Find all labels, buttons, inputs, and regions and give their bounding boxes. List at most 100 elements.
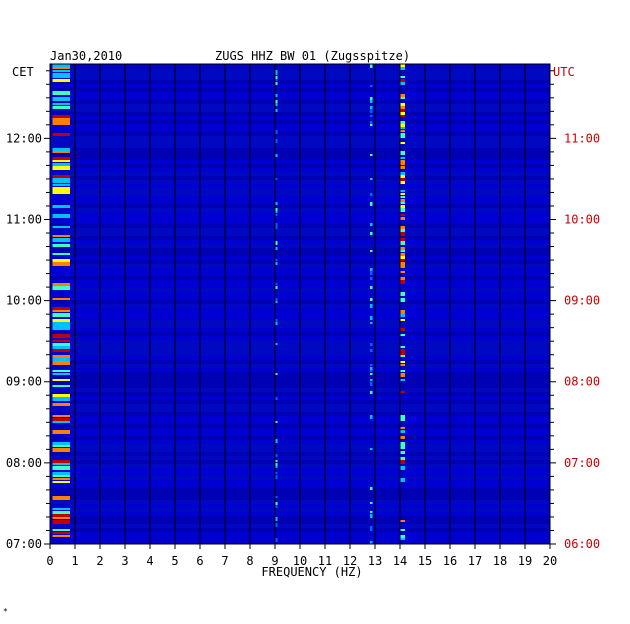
feature-cell bbox=[400, 67, 405, 70]
feature-cell bbox=[52, 325, 70, 328]
feature-cell bbox=[400, 256, 405, 259]
feature-cell bbox=[275, 82, 278, 85]
feature-cell bbox=[52, 133, 70, 136]
feature-cell bbox=[52, 67, 70, 69]
plot-area bbox=[49, 63, 551, 545]
feature-cell bbox=[370, 448, 373, 450]
feature-cell bbox=[400, 319, 405, 321]
feature-cell bbox=[275, 286, 278, 289]
feature-cell bbox=[52, 163, 70, 166]
y-tick-label-left: 08:00 bbox=[6, 456, 42, 470]
feature-cell bbox=[370, 349, 373, 352]
feature-cell bbox=[52, 307, 70, 310]
feature-cell bbox=[52, 481, 70, 483]
feature-cell bbox=[52, 70, 70, 72]
feature-cell bbox=[275, 319, 278, 322]
x-tick-label: 10 bbox=[293, 554, 307, 568]
feature-cell bbox=[400, 208, 405, 212]
feature-cell bbox=[52, 244, 70, 247]
feature-cell bbox=[52, 253, 70, 255]
feature-cell bbox=[400, 334, 405, 336]
feature-cell bbox=[370, 370, 373, 372]
x-tick-label: 0 bbox=[46, 554, 53, 568]
feature-cell bbox=[400, 127, 405, 129]
feature-cell bbox=[52, 181, 70, 183]
feature-cell bbox=[52, 520, 70, 524]
feature-cell bbox=[370, 511, 373, 513]
feature-cell bbox=[52, 76, 70, 78]
feature-cell bbox=[400, 460, 405, 464]
feature-cell bbox=[400, 277, 405, 280]
y-tick-label-right: 11:00 bbox=[564, 131, 600, 145]
feature-cell bbox=[400, 253, 405, 257]
feature-cell bbox=[52, 184, 70, 186]
feature-cell bbox=[400, 115, 405, 117]
feature-cell bbox=[52, 430, 70, 434]
feature-cell bbox=[400, 313, 405, 317]
x-tick-label: 15 bbox=[418, 554, 432, 568]
feature-cell bbox=[400, 451, 405, 454]
footer-mark: * bbox=[3, 607, 8, 616]
feature-cell bbox=[52, 517, 70, 519]
feature-cell bbox=[370, 232, 373, 235]
y-axis-left-ticks: 12:00 11:00 10:00 09:00 08:00 07:00 bbox=[6, 70, 50, 551]
feature-cell bbox=[275, 397, 278, 400]
feature-cell bbox=[275, 517, 278, 521]
feature-cell bbox=[400, 226, 405, 230]
x-tick-label: 7 bbox=[221, 554, 228, 568]
feature-cell bbox=[275, 208, 278, 211]
feature-cell bbox=[400, 364, 405, 366]
feature-cell bbox=[275, 226, 278, 229]
feature-cell bbox=[400, 217, 405, 220]
feature-cell bbox=[370, 115, 373, 117]
feature-cell bbox=[52, 373, 70, 375]
feature-cell bbox=[52, 529, 70, 531]
feature-cell bbox=[52, 415, 70, 417]
feature-cell bbox=[52, 394, 70, 398]
feature-cell bbox=[275, 298, 278, 302]
feature-cell bbox=[400, 442, 405, 445]
feature-cell bbox=[275, 463, 278, 467]
x-tick-label: 6 bbox=[196, 554, 203, 568]
feature-cell bbox=[400, 121, 405, 124]
feature-cell bbox=[52, 226, 70, 228]
feature-cell bbox=[400, 79, 405, 82]
feature-cell bbox=[52, 448, 70, 452]
y-tick-label-right: 09:00 bbox=[564, 294, 600, 308]
feature-cell bbox=[400, 133, 405, 137]
feature-cell bbox=[400, 232, 405, 236]
feature-cell bbox=[52, 463, 70, 465]
feature-cell bbox=[275, 139, 278, 143]
feature-cell bbox=[275, 262, 278, 265]
feature-cell bbox=[400, 361, 405, 363]
feature-cell bbox=[52, 475, 70, 477]
feature-cell bbox=[275, 373, 278, 375]
feature-cell bbox=[275, 202, 278, 205]
feature-cell bbox=[52, 532, 70, 534]
x-tick-label: 17 bbox=[468, 554, 482, 568]
feature-cell bbox=[400, 265, 405, 268]
feature-cell bbox=[52, 91, 70, 95]
x-tick-label: 20 bbox=[543, 554, 557, 568]
feature-cell bbox=[400, 160, 405, 164]
x-axis-ticks: 0 1 2 3 4 5 6 7 8 9 10 11 12 13 14 15 16 17 18 19 20 bbox=[46, 544, 557, 568]
feature-cell bbox=[370, 106, 373, 109]
y-tick-label-left: 12:00 bbox=[6, 131, 42, 145]
feature-cell bbox=[52, 514, 70, 518]
feature-cell bbox=[52, 118, 70, 121]
feature-cell bbox=[370, 304, 373, 308]
feature-cell bbox=[370, 85, 373, 87]
feature-cell bbox=[400, 292, 405, 296]
x-tick-label: 2 bbox=[96, 554, 103, 568]
x-tick-label: 8 bbox=[246, 554, 253, 568]
x-tick-label: 14 bbox=[393, 554, 407, 568]
feature-cell bbox=[52, 511, 70, 515]
feature-cell bbox=[400, 64, 405, 67]
feature-cell bbox=[400, 478, 405, 482]
feature-cell bbox=[370, 373, 373, 375]
feature-cell bbox=[400, 250, 405, 252]
feature-cell bbox=[275, 538, 278, 542]
feature-cell bbox=[275, 247, 278, 250]
feature-cell bbox=[275, 472, 278, 474]
feature-cell bbox=[370, 277, 373, 280]
